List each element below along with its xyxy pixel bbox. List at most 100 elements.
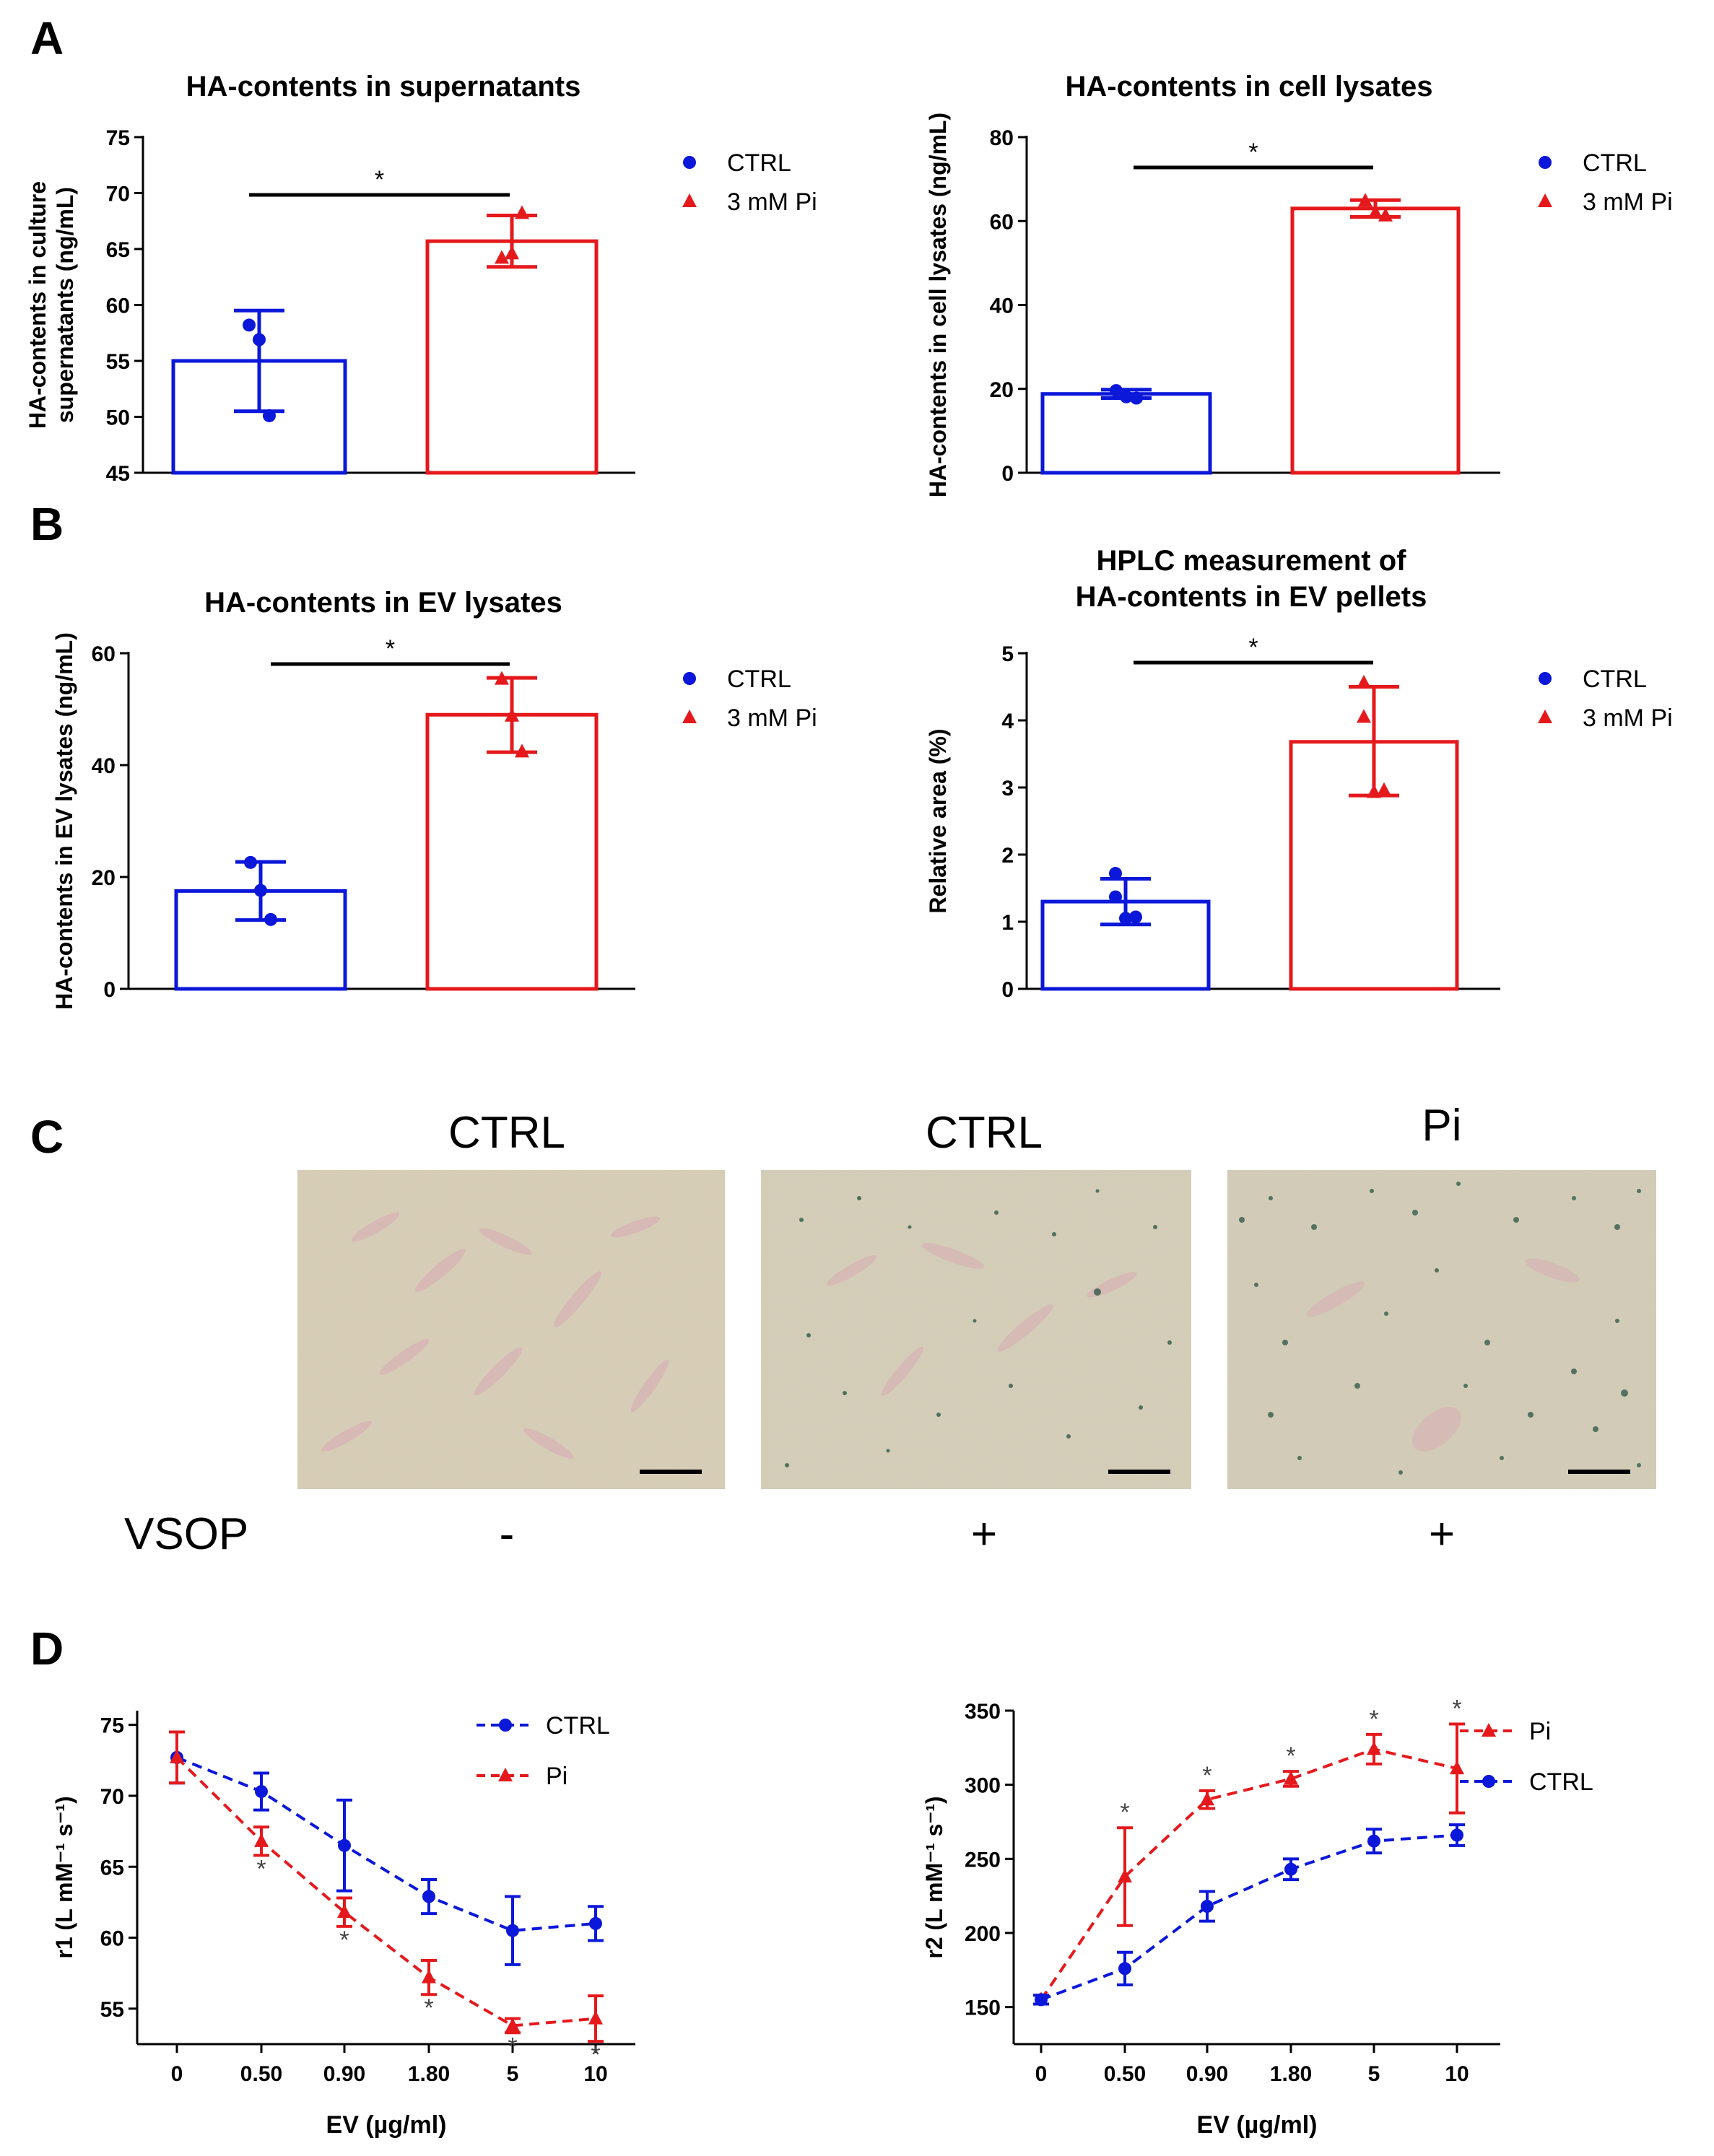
chart-title: HA-contents in EV lysates — [204, 587, 562, 619]
significance-star: * — [508, 2033, 517, 2060]
significance-star: * — [386, 635, 395, 663]
y-tick-label: 45 — [106, 462, 130, 486]
data-point — [1357, 709, 1371, 723]
series-line-ctrl — [1040, 1833, 1458, 2002]
y-tick-label: 50 — [106, 406, 130, 430]
data-point — [1358, 193, 1372, 207]
x-tick-label: 10 — [583, 2062, 607, 2086]
legend-label: 3 mM Pi — [1583, 704, 1673, 732]
data-point — [1109, 890, 1122, 904]
data-point-pi — [505, 2017, 520, 2032]
data-point — [515, 743, 529, 758]
data-point-ctrl — [1450, 1828, 1463, 1842]
data-point — [505, 245, 519, 260]
y-tick-label: 60 — [100, 1927, 124, 1951]
legend-marker — [1539, 672, 1552, 685]
bar-pi — [425, 239, 599, 475]
significance-star: * — [256, 1856, 266, 1883]
legend-marker — [1482, 1723, 1496, 1737]
y-axis-label: r1 (L mM⁻¹ s⁻¹) — [51, 1796, 77, 1958]
series-line-pi — [1040, 1747, 1458, 2001]
data-point — [495, 250, 509, 264]
data-point-ctrl — [1118, 1962, 1131, 1976]
y-axis-label: supernatants (ng/mL) — [52, 187, 78, 423]
significance-star: * — [424, 1994, 433, 2022]
x-tick-label: 5 — [507, 2062, 519, 2086]
legend-label: CTRL — [727, 149, 791, 177]
y-tick-label: 0 — [103, 978, 116, 1002]
micrograph-label-2: CTRL — [926, 1108, 1043, 1158]
data-point — [243, 318, 256, 332]
x-tick-label: 0 — [1035, 2062, 1048, 2086]
data-point — [1119, 912, 1132, 925]
data-point — [264, 912, 277, 926]
y-tick-label: 75 — [100, 1714, 124, 1738]
data-point — [1109, 867, 1122, 881]
data-point-pi — [1367, 1741, 1381, 1755]
legend-marker — [1538, 710, 1552, 723]
y-tick-label: 350 — [965, 1700, 1001, 1724]
data-point — [263, 409, 276, 422]
x-tick-label: 1.80 — [408, 2062, 450, 2086]
data-point — [1367, 784, 1381, 798]
data-point — [253, 333, 266, 346]
data-point-pi — [1284, 1771, 1298, 1785]
vsop-sign-2: + — [971, 1509, 997, 1559]
y-tick-label: 70 — [100, 1785, 124, 1809]
y-tick-label: 40 — [92, 754, 116, 778]
y-tick-label: 200 — [965, 1922, 1001, 1946]
data-point — [1130, 391, 1143, 405]
data-point-pi — [254, 1833, 269, 1847]
significance-star: * — [339, 1926, 349, 1954]
y-tick-label: 65 — [100, 1856, 124, 1880]
micrograph-pi-vsop — [1227, 1170, 1656, 1489]
y-tick-label: 20 — [92, 866, 116, 890]
y-axis-label: HA-contents in culture — [25, 181, 51, 429]
panel-label-b: B — [30, 498, 64, 550]
y-tick-label: 80 — [990, 126, 1014, 150]
chart-title-line: HPLC measurement of — [1097, 545, 1407, 577]
data-point-pi — [337, 1904, 352, 1919]
x-axis-label: EV (µg/ml) — [326, 2111, 447, 2139]
x-tick-label: 0.50 — [240, 2062, 282, 2086]
legend-label: 3 mM Pi — [1583, 188, 1673, 216]
legend-marker — [498, 1768, 513, 1781]
y-tick-label: 75 — [106, 126, 130, 150]
series-line-ctrl — [176, 1756, 596, 1932]
data-point-pi — [422, 1969, 436, 1983]
data-point — [1368, 204, 1383, 219]
legend-marker — [1482, 1775, 1495, 1788]
legend-marker — [682, 193, 697, 207]
bar-pi — [425, 712, 599, 991]
data-point — [1120, 390, 1133, 403]
data-point — [1378, 207, 1393, 222]
x-tick-label: 0.50 — [1104, 2062, 1146, 2086]
significance-star: * — [1452, 1695, 1461, 1722]
y-axis-label: HA-contents in EV lysates (ng/mL) — [51, 632, 77, 1010]
x-tick-label: 0 — [171, 2062, 183, 2086]
x-tick-label: 0.90 — [1186, 2062, 1228, 2086]
micrograph-ctrl-vsop — [761, 1170, 1191, 1489]
legend-label: CTRL — [1583, 149, 1647, 177]
chart-title-line: HA-contents in EV pellets — [1076, 581, 1427, 613]
vsop-sign-1: - — [500, 1509, 515, 1559]
significance-star: * — [1248, 634, 1258, 661]
data-point — [1129, 910, 1142, 924]
legend-label: 3 mM Pi — [727, 188, 817, 216]
y-tick-label: 55 — [106, 350, 130, 374]
micrograph-ctrl-no-vsop — [297, 1170, 725, 1489]
y-axis-label: Relative area (%) — [925, 728, 951, 913]
data-point — [1377, 782, 1391, 796]
data-point — [515, 205, 529, 219]
y-tick-label: 4 — [1001, 710, 1014, 733]
bar-chart-hplc-ev-pellets: HPLC measurement of HA-contents in EV pel… — [925, 545, 1673, 1002]
data-point — [495, 671, 509, 685]
legend-marker — [1539, 156, 1552, 169]
legend-marker — [1538, 193, 1552, 207]
data-point — [505, 707, 519, 722]
data-point-ctrl — [1367, 1834, 1380, 1848]
y-tick-label: 3 — [1001, 777, 1014, 800]
data-point-pi — [170, 1749, 184, 1763]
significance-star: * — [1369, 1706, 1378, 1733]
y-tick-label: 40 — [990, 294, 1014, 318]
